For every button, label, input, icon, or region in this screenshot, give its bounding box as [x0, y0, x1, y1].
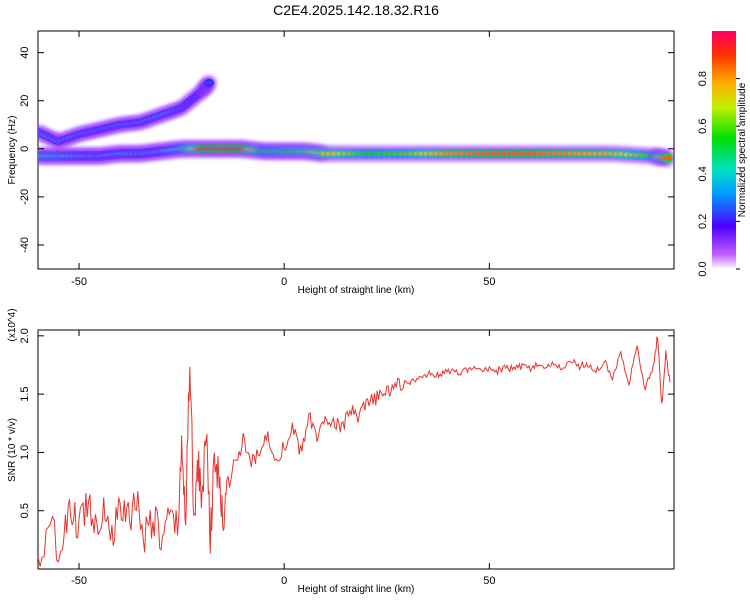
- spectrogram-x-label: Height of straight line (km): [298, 285, 415, 296]
- spectrogram-y-tick-label: 0: [19, 146, 31, 152]
- colorbar-tick-label: 0.0: [697, 261, 709, 276]
- snr-x-ticks: -50 0 50: [71, 330, 495, 587]
- spectrogram-band: [38, 75, 674, 167]
- snr-x-tick-label: 50: [483, 575, 495, 587]
- snr-frame: [37, 329, 675, 570]
- spectrogram-y-tick-label: 20: [19, 95, 31, 107]
- main-band-cell: [663, 155, 672, 161]
- spectrogram-y-tick-label: 40: [19, 47, 31, 59]
- snr-y-tick-label: 0.5: [19, 503, 31, 518]
- snr-line-group: [38, 336, 671, 567]
- snr-x-tick-label: -50: [71, 575, 87, 587]
- colorbar-tick-label: 0.6: [697, 119, 709, 134]
- snr-y-tick-label: 2.0: [19, 328, 31, 343]
- colorbar-tick-label: 0.8: [697, 71, 709, 86]
- spectrogram-x-tick-label: -50: [71, 276, 87, 288]
- colorbar-label: Normalized spectral amplitude: [737, 82, 748, 217]
- colorbar-ticks: 0.0 0.2 0.4 0.6 0.8: [697, 71, 740, 277]
- spectrogram-y-tick-label: -40: [19, 237, 31, 253]
- snr-line: [38, 336, 671, 567]
- spectrogram-x-ticks: -50 0 50: [71, 31, 495, 288]
- snr-y-multiplier: (x10^4): [7, 308, 18, 341]
- chart-title: C2E4.2025.142.18.32.R16: [273, 2, 439, 18]
- spectrogram-x-tick-label: 0: [281, 276, 287, 288]
- spectrogram-x-tick-label: 50: [483, 276, 495, 288]
- colorbar-gradient: [712, 31, 736, 269]
- spectrogram-y-tick-label: -20: [19, 189, 31, 205]
- spectrogram-y-label: Frequency (Hz): [7, 116, 18, 185]
- spectrogram-panel: -50 0 50 -40 -20 0 20 40 Height of straight li…: [7, 30, 675, 296]
- snr-y-ticks: 0.5 1.0 1.5 2.0: [19, 328, 674, 518]
- snr-x-label: Height of straight line (km): [298, 584, 415, 595]
- snr-panel: -50 0 50 0.5 1.0 1.5 2.0 Height of straight l…: [7, 308, 675, 595]
- upper-branch-cell: [205, 80, 214, 85]
- snr-y-tick-label: 1.0: [19, 445, 31, 460]
- spectrogram-y-ticks: -40 -20 0 20 40: [19, 47, 674, 253]
- colorbar: 0.0 0.2 0.4 0.6 0.8 Normalized spectral ampl…: [697, 31, 748, 277]
- snr-x-tick-label: 0: [281, 575, 287, 587]
- colorbar-tick-label: 0.2: [697, 214, 709, 229]
- snr-y-tick-label: 1.5: [19, 386, 31, 401]
- snr-y-label: SNR (10 * v/v): [7, 418, 18, 482]
- colorbar-tick-label: 0.4: [697, 166, 709, 181]
